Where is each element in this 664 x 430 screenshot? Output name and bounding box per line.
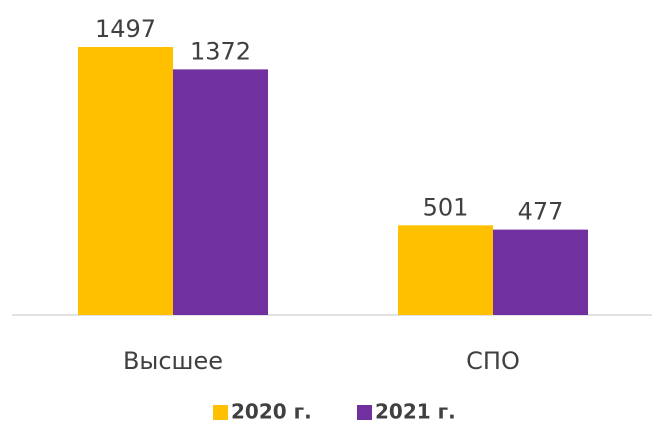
- legend-label: 2020 г.: [231, 400, 312, 424]
- data-label: 501: [423, 193, 469, 221]
- bar: [493, 229, 588, 315]
- bar: [173, 69, 268, 316]
- data-label: 477: [518, 198, 564, 226]
- data-label: 1497: [95, 15, 156, 43]
- bar: [398, 225, 493, 315]
- x-tick-label: Высшее: [123, 347, 223, 375]
- x-tick-label: СПО: [466, 347, 520, 375]
- data-label: 1372: [190, 37, 251, 65]
- legend-swatch: [213, 405, 228, 420]
- bar: [78, 47, 173, 315]
- legend-swatch: [357, 405, 372, 420]
- legend-label: 2021 г.: [375, 400, 456, 424]
